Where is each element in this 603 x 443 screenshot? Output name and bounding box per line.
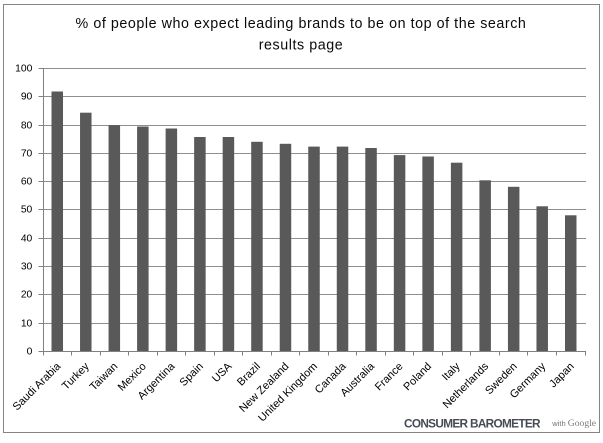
- svg-text:100: 100: [15, 64, 32, 75]
- svg-text:90: 90: [21, 92, 33, 103]
- svg-text:Google: Google: [568, 418, 596, 429]
- svg-text:results page: results page: [259, 37, 344, 53]
- svg-text:50: 50: [21, 205, 33, 216]
- svg-text:20: 20: [21, 290, 33, 301]
- svg-text:80: 80: [21, 121, 33, 132]
- svg-text:CONSUMER BAROMETER: CONSUMER BAROMETER: [404, 417, 541, 431]
- svg-text:60: 60: [21, 177, 33, 188]
- svg-text:with: with: [551, 419, 565, 428]
- svg-text:% of people who expect leading: % of people who expect leading brands to…: [76, 16, 527, 32]
- svg-text:10: 10: [21, 319, 33, 330]
- svg-text:70: 70: [21, 149, 33, 160]
- svg-text:30: 30: [21, 262, 33, 273]
- svg-text:40: 40: [21, 234, 33, 245]
- svg-text:0: 0: [27, 347, 33, 358]
